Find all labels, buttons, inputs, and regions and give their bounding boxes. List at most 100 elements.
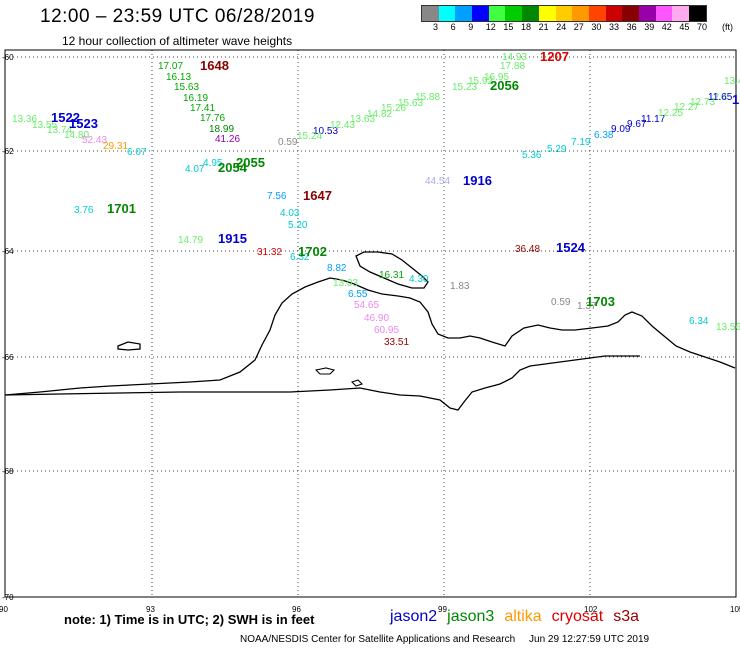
wave-height-label: 12.27: [674, 102, 699, 113]
pass-time-label: 1702: [298, 244, 327, 259]
wave-height-label: 15.63: [174, 82, 199, 93]
color-scale-labels: 3 6 9 12 15 18 21 24 27 30 33 36 39 42 45 70 (ft): [421, 22, 740, 34]
lon-tick-label: 93: [146, 605, 155, 614]
lat-tick-label: -70: [2, 593, 14, 602]
wave-height-label: 4.03: [280, 208, 300, 219]
pass-time-label: 1647: [303, 188, 332, 203]
color-swatch: [538, 6, 556, 21]
lat-tick-label: -60: [2, 53, 14, 62]
wave-height-label: 6.07: [127, 147, 147, 158]
lon-tick-label: 90: [0, 605, 8, 614]
lon-tick-label: 96: [292, 605, 301, 614]
wave-height-label: 14.79: [178, 235, 203, 246]
wave-height-label: 15.63: [398, 98, 423, 109]
satellite-legend-item: altika: [504, 608, 542, 625]
wave-height-label: 15.23: [452, 82, 477, 93]
wave-height-label: 5.29: [547, 144, 567, 155]
wave-height-label: 6.34: [689, 316, 709, 327]
color-swatch: [505, 6, 523, 21]
wave-height-label: 8.82: [327, 263, 347, 274]
wave-height-label: 31.32: [257, 247, 282, 258]
wave-height-label: 13.56: [716, 322, 740, 333]
lat-tick-label: -64: [2, 247, 14, 256]
wave-height-label: 15.24: [297, 131, 322, 142]
color-scale-label: 18: [521, 22, 532, 32]
pass-time-label: 1523: [69, 116, 98, 131]
wave-height-values: 17.0716.1315.6316.1917.4117.7618.9941.26…: [12, 52, 740, 348]
pass-time-label: 1207: [540, 49, 569, 64]
wave-height-label: 6.55: [348, 289, 368, 300]
wave-height-label: 60.95: [374, 325, 399, 336]
wave-height-label: 11.17: [641, 114, 666, 125]
wave-height-label: 4.95: [203, 158, 223, 169]
color-scale-label: 42: [661, 22, 672, 32]
wave-height-label: 12.73: [690, 97, 715, 108]
color-scale-label: 9: [468, 22, 474, 32]
color-scale-bar: [421, 5, 707, 22]
wave-height-label: 54.65: [354, 300, 379, 311]
wave-height-label: 13.36: [12, 114, 37, 125]
wave-height-label: 17.07: [158, 61, 183, 72]
color-scale-label: 70: [697, 22, 708, 32]
wave-height-label: 6.32: [290, 252, 310, 263]
footer-note: note: 1) Time is in UTC; 2) SWH is in fe…: [64, 612, 315, 627]
color-scale-label: 27: [573, 22, 584, 32]
pass-time-label: 1524: [556, 240, 586, 255]
axis-labels: 90 93 96 99 102 105 -60 -62 -64 -66 -68 -70: [0, 53, 740, 614]
pass-time-label: 1522: [51, 110, 80, 125]
lat-tick-label: -66: [2, 353, 14, 362]
wave-height-label: 44.54: [425, 176, 450, 187]
wave-height-label: 14.80: [64, 130, 89, 141]
wave-height-label: 17.41: [190, 103, 215, 114]
pass-time-label: 2055: [236, 155, 265, 170]
wave-height-label: 4.30: [409, 274, 429, 285]
color-swatch: [655, 6, 673, 21]
wave-height-label: 7.56: [267, 191, 287, 202]
color-scale-label: 21: [538, 22, 549, 32]
pass-time-label: 2054: [218, 160, 248, 175]
color-scale-label: 36: [626, 22, 637, 32]
wave-height-label: 15.92: [468, 76, 493, 87]
pass-time-label: 1703: [586, 294, 615, 309]
lon-tick-label: 102: [584, 605, 598, 614]
color-swatch: [472, 6, 489, 21]
wave-height-label: 52.43: [82, 135, 107, 146]
map-frame: [4, 49, 737, 598]
color-scale-label: 24: [556, 22, 567, 32]
wave-height-label: 12.4: [708, 92, 728, 103]
wave-height-label: 16.95: [484, 72, 509, 83]
color-swatch: [689, 6, 706, 21]
map-grid: [4, 49, 737, 598]
wave-height-label: 14.93: [502, 52, 527, 63]
page-subtitle: 12 hour collection of altimeter wave hei…: [62, 34, 293, 48]
wave-height-label: 4.07: [185, 164, 205, 175]
color-swatch: [622, 6, 639, 21]
satellite-legend-item: s3a: [613, 608, 640, 625]
color-scale-label: 12: [485, 22, 496, 32]
wave-height-label: 16.31: [379, 270, 404, 281]
wave-height-label: 7.19: [571, 137, 591, 148]
wave-height-label: 13.74: [47, 125, 72, 136]
wave-height-label: 36.48: [515, 244, 540, 255]
wave-height-label: 5.20: [288, 220, 308, 231]
color-scale-label: 39: [644, 22, 655, 32]
pass-time-label: 2056: [490, 78, 519, 93]
color-swatch: [672, 6, 689, 21]
wave-height-label: 17.76: [200, 113, 225, 124]
pass-time-label: 1915: [218, 231, 247, 246]
color-scale-label: 30: [591, 22, 602, 32]
wave-height-label: 15.26: [381, 103, 406, 114]
wave-height-label: 46.90: [364, 313, 389, 324]
color-swatch: [572, 6, 589, 21]
color-swatch: [422, 6, 439, 21]
pass-time-label: 1916: [463, 173, 492, 188]
wave-height-label: 0.59: [278, 137, 298, 148]
color-scale-label: 3: [433, 22, 439, 32]
wave-height-label: 16.13: [166, 72, 191, 83]
color-scale-label: 6: [450, 22, 456, 32]
satellite-legend: jason2 jason3 altika cryosat s3a: [390, 608, 649, 626]
wave-height-label: 9.09: [611, 124, 631, 135]
satellite-legend-item: jason2: [390, 608, 438, 625]
